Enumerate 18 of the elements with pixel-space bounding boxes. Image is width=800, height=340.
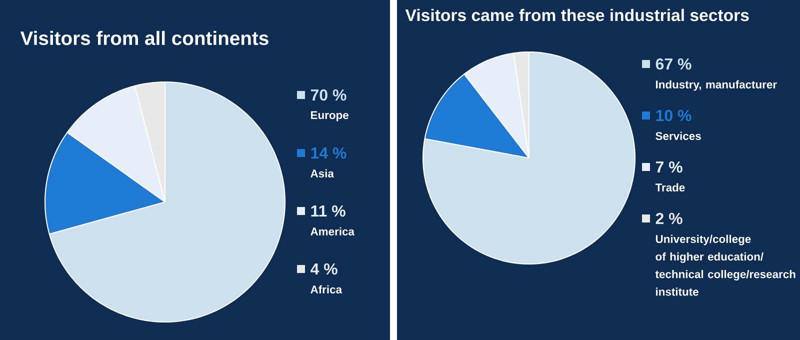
legend-label: Industry, manufacturer (656, 80, 777, 91)
data-label: 7 % (656, 161, 682, 173)
data-label: 10 % (656, 110, 692, 122)
legend-label: Africa (310, 285, 342, 294)
chart-title: Visitors came from these industrial sectors (405, 8, 749, 22)
legend-label: Europe (311, 111, 348, 122)
legend-label: Asia (310, 169, 334, 178)
legend-label: America (310, 227, 355, 236)
legend-label: Trade (655, 183, 685, 192)
data-label: 70 % (310, 89, 346, 101)
data-label: 67 % (656, 58, 692, 70)
data-label: 11 % (311, 205, 346, 217)
legend-label: Services (656, 132, 701, 140)
data-label: 2 % (656, 212, 682, 224)
chart-title: Visitors from all continents (20, 30, 268, 46)
legend-label: University/college of higher education/ technical college/research institute (655, 234, 796, 296)
data-label: 4 % (310, 263, 338, 275)
data-label: 14 % (311, 147, 346, 159)
